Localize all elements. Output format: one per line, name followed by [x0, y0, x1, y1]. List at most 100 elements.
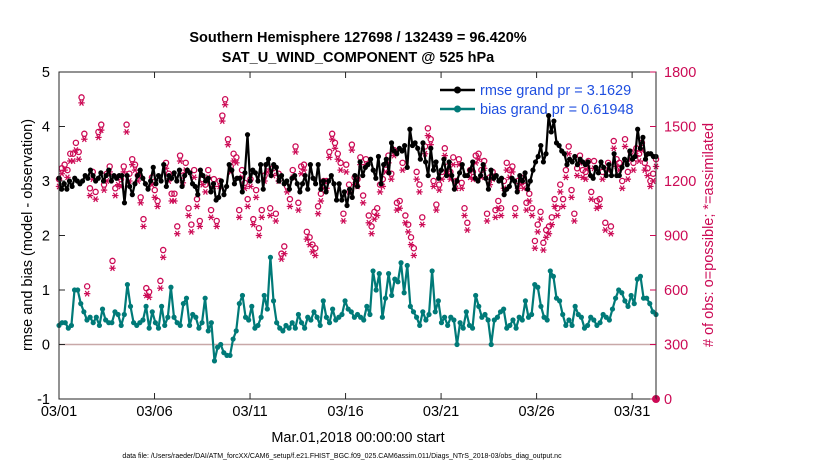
bias-point [535, 284, 541, 290]
assimilated-obs-marker [458, 185, 465, 192]
rmse-point [305, 186, 311, 192]
asterisk-stroke [273, 217, 279, 225]
bias-point [373, 287, 379, 293]
assimilated-obs-marker [69, 157, 77, 165]
bias-point [227, 352, 233, 358]
possible-obs-marker [590, 157, 598, 165]
possible-obs-marker [204, 166, 212, 174]
asterisk-stroke [104, 177, 110, 185]
rmse-point [200, 172, 206, 179]
rmse-point [195, 192, 201, 198]
rmse-point [407, 126, 413, 132]
rmse-point [326, 178, 332, 184]
bias-point [78, 301, 84, 307]
asterisk-stroke [459, 185, 465, 192]
asterisk-stroke [431, 183, 436, 190]
rmse-point [299, 181, 306, 187]
x-tick-label: 03/11 [232, 404, 267, 420]
asterisk-stroke [225, 141, 231, 148]
rmse-point [150, 164, 156, 170]
assimilated-obs-marker [495, 205, 502, 212]
asterisk-stroke [374, 212, 380, 219]
asterisk-stroke [464, 226, 470, 234]
asterisk-stroke [160, 254, 166, 261]
assimilated-obs-marker [607, 230, 615, 237]
y-tick-label-right: 300 [664, 338, 688, 354]
bias-point [274, 320, 280, 326]
asterisk-stroke [84, 290, 90, 297]
rmse-point [632, 153, 638, 160]
assimilated-obs-marker [573, 172, 581, 179]
assimilated-obs-marker [328, 136, 336, 143]
y-tick-label-right: 1500 [664, 120, 696, 136]
rmse-point [485, 186, 492, 192]
assimilated-obs-marker [295, 207, 302, 214]
asterisk-stroke [143, 292, 149, 299]
bias-point [395, 279, 401, 285]
x-axis-label: Mar.01,2018 00:00:00 start [271, 430, 444, 446]
possible-obs-marker [86, 185, 94, 192]
legend-marker-rmse [454, 86, 461, 94]
possible-obs-marker [416, 181, 423, 188]
bias-point [159, 303, 165, 309]
assimilated-obs-marker [641, 167, 648, 174]
bias-point [177, 322, 183, 329]
rmse-point [422, 159, 429, 165]
bias-point [99, 306, 106, 312]
asterisk-stroke [76, 156, 82, 163]
bias-point [118, 322, 124, 329]
assimilated-obs-marker [86, 192, 94, 199]
possible-obs-marker [455, 155, 463, 163]
possible-obs-marker [140, 215, 147, 223]
chart-title: Southern Hemisphere 127698 / 132439 = 96… [189, 30, 526, 46]
asterisk-stroke [307, 241, 313, 248]
rmse-point [606, 162, 612, 168]
rmse-point [145, 186, 151, 192]
possible-obs-marker [528, 204, 536, 212]
bias-point [519, 317, 525, 323]
assimilated-obs-marker [176, 157, 184, 165]
rmse-point [263, 162, 269, 168]
asterisk-stroke [310, 248, 315, 255]
rmse-point [512, 178, 518, 184]
bias-point [441, 314, 448, 320]
possible-obs-marker [69, 150, 77, 157]
bias-point [146, 325, 152, 331]
rmse-point [438, 167, 444, 173]
assimilated-obs-marker [306, 241, 313, 248]
assimilated-obs-marker [416, 188, 423, 195]
rmse-point [352, 172, 358, 179]
asterisk-stroke [552, 203, 558, 210]
asterisk-stroke [197, 223, 203, 230]
rmse-point [640, 134, 646, 140]
bias-point [239, 292, 246, 299]
bias-point [410, 309, 417, 315]
possible-obs-marker [534, 221, 541, 228]
rmse-point [546, 113, 552, 119]
rmse-point [642, 156, 649, 162]
possible-obs-marker [587, 188, 595, 196]
asterisk-stroke [245, 203, 251, 210]
assimilated-obs-marker [528, 212, 536, 219]
possible-obs-marker [109, 257, 116, 265]
rmse-point [428, 145, 434, 151]
bias-point [81, 309, 87, 315]
asterisk-stroke [93, 196, 99, 203]
bias-point [90, 320, 96, 326]
bias-point [382, 295, 389, 301]
bias-point [218, 341, 224, 348]
asterisk-stroke [219, 117, 225, 125]
bias-point [482, 311, 488, 318]
rmse-point [433, 159, 439, 165]
asterisk-stroke [622, 143, 628, 150]
bias-point [413, 314, 420, 320]
bias-point [560, 311, 566, 318]
possible-obs-marker [557, 181, 564, 188]
bias-point [404, 262, 410, 269]
assimilated-obs-marker [534, 228, 541, 235]
asterisk-stroke [439, 176, 445, 183]
assimilated-obs-marker [348, 147, 356, 154]
assimilated-obs-marker [196, 223, 204, 230]
rmse-point [611, 151, 617, 157]
possible-obs-marker [461, 204, 468, 212]
